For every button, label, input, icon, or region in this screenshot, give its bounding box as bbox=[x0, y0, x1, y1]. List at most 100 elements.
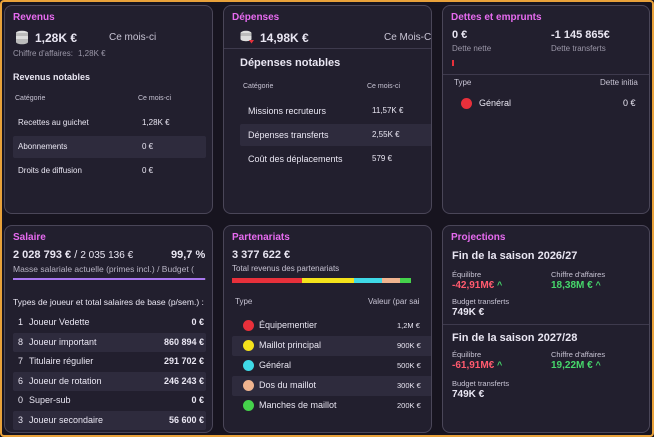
stacked-bar-segment bbox=[382, 278, 400, 283]
bt-label: Budget transferts bbox=[452, 297, 510, 306]
partnership-label: Manches de maillot bbox=[259, 400, 337, 410]
player-type-value: 291 702 € bbox=[163, 356, 204, 366]
row-highlight bbox=[13, 332, 206, 352]
depenses-period: Ce Mois-Ci bbox=[384, 32, 432, 43]
partenariats-col-value: Valeur (par sai bbox=[368, 297, 420, 306]
trend-up-icon: ^ bbox=[595, 360, 601, 370]
dettes-col-type: Type bbox=[454, 78, 472, 87]
partnership-value: 900K € bbox=[397, 341, 421, 350]
partnership-label: Général bbox=[259, 360, 292, 370]
partnership-color-dot bbox=[243, 360, 254, 371]
row-label: Coût des déplacements bbox=[248, 154, 343, 164]
season-title: Fin de la saison 2026/27 bbox=[452, 250, 578, 262]
stacked-bar-segment bbox=[399, 278, 411, 283]
dettes-divider bbox=[443, 74, 649, 75]
row-label: Missions recruteurs bbox=[248, 106, 327, 116]
salaire-card: Salaire 2 028 793 € / 2 035 136 € 99,7 %… bbox=[4, 225, 213, 433]
partenariats-caption: Total revenus des partenariats bbox=[232, 264, 340, 273]
projections-divider bbox=[443, 324, 649, 325]
trend-up-icon: ^ bbox=[497, 280, 503, 290]
player-count: 8 bbox=[18, 336, 24, 347]
partenariats-col-type: Type bbox=[235, 297, 253, 306]
row-value: 0 € bbox=[142, 166, 154, 175]
stacked-bar-segment bbox=[302, 278, 354, 283]
row-value: 0 € bbox=[142, 142, 154, 151]
partnership-value: 300K € bbox=[397, 381, 421, 390]
row-highlight bbox=[232, 336, 431, 356]
row-label: Droits de diffusion bbox=[18, 166, 82, 175]
partenariats-stacked-bar bbox=[232, 278, 425, 283]
partenariats-amount: 3 377 622 € bbox=[232, 249, 291, 261]
row-highlight bbox=[13, 410, 206, 430]
bt-label: Budget transferts bbox=[452, 379, 510, 388]
player-type-label: Joueur important bbox=[29, 336, 97, 347]
equilibre-amount: -61,91M€ bbox=[452, 360, 495, 371]
ca-label: Chiffre d'affaires bbox=[551, 350, 606, 359]
salaire-summary: 2 028 793 € / 2 035 136 € bbox=[13, 249, 133, 261]
dettes-mini-bar bbox=[452, 60, 454, 66]
row-value: 579 € bbox=[372, 154, 393, 163]
partnership-value: 200K € bbox=[397, 401, 421, 410]
player-count: 3 bbox=[18, 414, 24, 425]
row-value: 1,28K € bbox=[142, 118, 170, 127]
salaire-caption: Masse salariale actuelle (primes incl.) … bbox=[13, 264, 194, 274]
partnership-color-dot bbox=[243, 380, 254, 391]
dettes-transfer-value: -1 145 865€ bbox=[551, 29, 610, 41]
revenus-title: Revenus bbox=[13, 12, 55, 23]
depenses-row-highlight bbox=[240, 124, 431, 146]
ca-amount: 18,38M € bbox=[551, 280, 593, 291]
projections-title: Projections bbox=[451, 232, 506, 243]
dettes-transfer-label: Dette transferts bbox=[551, 44, 606, 53]
dettes-net-value: 0 € bbox=[452, 29, 468, 41]
row-label: Général bbox=[479, 98, 512, 108]
revenus-col-month: Ce mois-ci bbox=[138, 95, 172, 102]
stacked-bar-segment bbox=[232, 278, 303, 283]
revenus-col-category: Catégorie bbox=[15, 95, 46, 102]
depenses-col-category: Catégorie bbox=[243, 83, 274, 90]
player-type-label: Super-sub bbox=[29, 395, 71, 405]
partenariats-title: Partenariats bbox=[232, 232, 290, 243]
depenses-title: Dépenses bbox=[232, 12, 280, 23]
bt-value: 749K € bbox=[452, 389, 485, 400]
dettes-card: Dettes et emprunts 0 € Dette nette -1 14… bbox=[442, 5, 650, 214]
player-type-value: 860 894 € bbox=[163, 336, 204, 347]
dettes-col-initial: Dette initia bbox=[600, 78, 638, 87]
row-label: Recettes au guichet bbox=[18, 118, 89, 127]
partnership-value: 1,2M € bbox=[397, 321, 420, 330]
salaire-percent: 99,7 % bbox=[171, 249, 206, 261]
partnership-label: Équipementier bbox=[259, 320, 318, 330]
ca-value: 19,22M € ^ bbox=[551, 360, 601, 371]
row-highlight bbox=[232, 376, 431, 396]
player-type-value: 0 € bbox=[191, 317, 204, 327]
stacked-bar-segment bbox=[353, 278, 383, 283]
trend-up-icon: ^ bbox=[595, 280, 601, 290]
equilibre-label: Équilibre bbox=[452, 270, 482, 279]
ca-value: 18,38M € ^ bbox=[551, 280, 601, 291]
player-count: 1 bbox=[18, 317, 24, 327]
player-count: 0 bbox=[18, 395, 24, 405]
ca-amount: 19,22M € bbox=[551, 360, 593, 371]
partnership-color-dot bbox=[243, 340, 254, 351]
salaire-separator: / bbox=[74, 249, 78, 261]
depenses-amount: 14,98K € bbox=[260, 31, 309, 45]
projections-card: Projections Fin de la saison 2026/27 Équ… bbox=[442, 225, 650, 433]
coins-down-icon bbox=[240, 30, 254, 44]
equilibre-value: -61,91M€ ^ bbox=[452, 360, 502, 371]
dettes-net-label: Dette nette bbox=[452, 44, 492, 53]
revenus-ca-label: Chiffre d'affaires: bbox=[13, 49, 73, 58]
partnership-color-dot bbox=[243, 320, 254, 331]
depenses-notable-title: Dépenses notables bbox=[240, 57, 341, 69]
salaire-progress-track bbox=[13, 278, 206, 280]
partnership-label: Maillot principal bbox=[259, 340, 322, 350]
row-value: 0 € bbox=[623, 98, 636, 108]
season-title: Fin de la saison 2027/28 bbox=[452, 332, 578, 344]
dettes-title: Dettes et emprunts bbox=[451, 12, 542, 23]
equilibre-label: Équilibre bbox=[452, 350, 482, 359]
ca-label: Chiffre d'affaires bbox=[551, 270, 606, 279]
player-type-value: 246 243 € bbox=[163, 375, 204, 386]
partenariats-card: Partenariats 3 377 622 € Total revenus d… bbox=[223, 225, 432, 433]
revenus-card: Revenus 1,28K € Ce mois-ci Chiffre d'aff… bbox=[4, 5, 213, 214]
player-type-label: Joueur de rotation bbox=[29, 375, 102, 386]
partnership-label: Dos du maillot bbox=[259, 380, 317, 390]
revenus-ca-value: 1,28K € bbox=[78, 49, 106, 58]
